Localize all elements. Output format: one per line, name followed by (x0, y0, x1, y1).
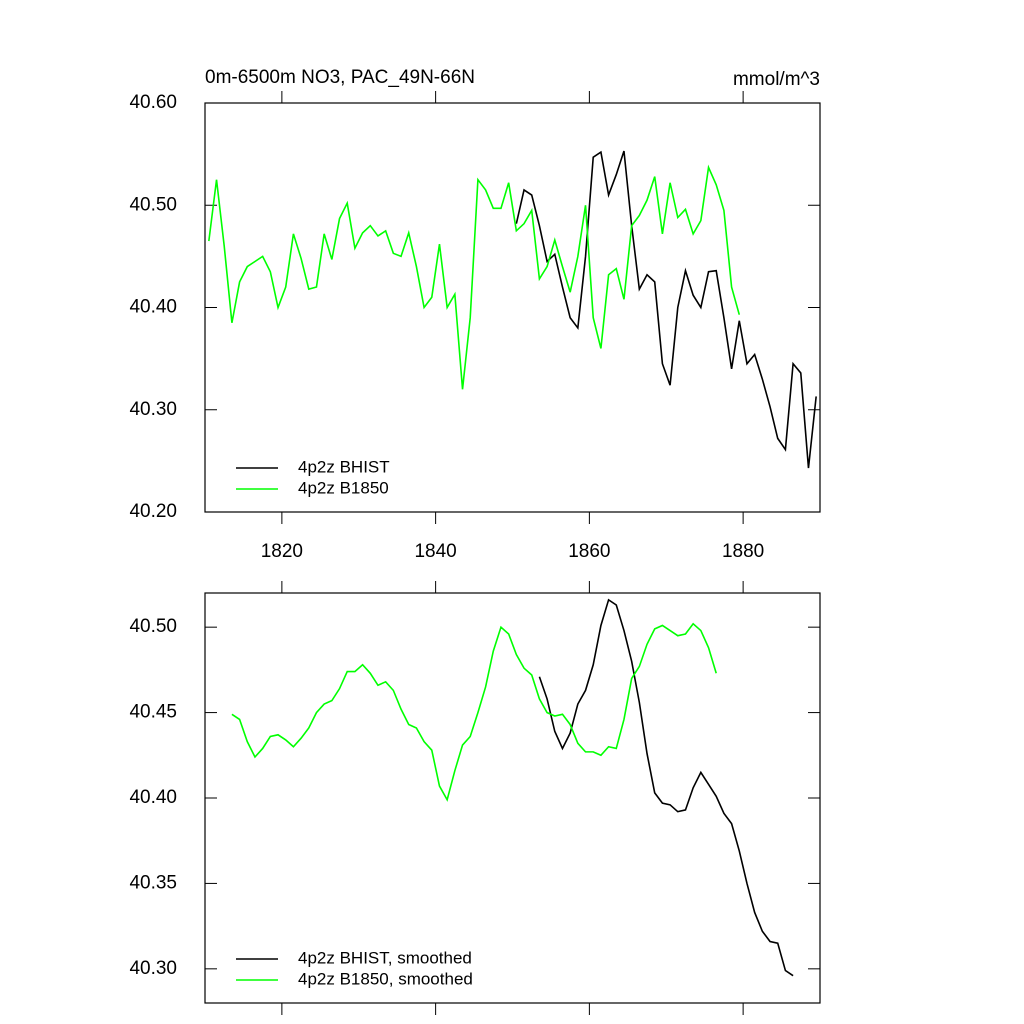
series-line (538, 598, 794, 977)
x-tick-label: 1840 (414, 541, 456, 562)
y-tick-label: 40.60 (129, 92, 177, 113)
y-tick-label: 40.20 (129, 501, 177, 522)
unit-label: mmol/m^3 (733, 69, 820, 90)
chart-title: 0m-6500m NO3, PAC_49N-66N (205, 67, 475, 88)
legend-label: 4p2z B1850, smoothed (298, 969, 473, 988)
x-tick-label: 1820 (261, 541, 303, 562)
y-tick-label: 40.45 (129, 702, 177, 723)
series-line (231, 622, 717, 802)
y-tick-label: 40.40 (129, 297, 177, 318)
legend-label: 4p2z BHIST (298, 457, 390, 476)
y-tick-label: 40.30 (129, 958, 177, 979)
y-tick-label: 40.50 (129, 616, 177, 637)
x-tick-label: 1880 (722, 541, 764, 562)
legend-label: 4p2z B1850 (298, 478, 389, 497)
series-line (515, 150, 817, 469)
plot-frame (204, 592, 821, 1004)
x-tick-label: 1860 (568, 541, 610, 562)
plot-frame (204, 102, 821, 513)
legend-label: 4p2z BHIST, smoothed (298, 948, 472, 967)
y-tick-label: 40.40 (129, 787, 177, 808)
y-tick-label: 40.35 (129, 872, 177, 893)
y-tick-label: 40.30 (129, 399, 177, 420)
series-line (208, 164, 741, 390)
y-tick-label: 40.50 (129, 194, 177, 215)
